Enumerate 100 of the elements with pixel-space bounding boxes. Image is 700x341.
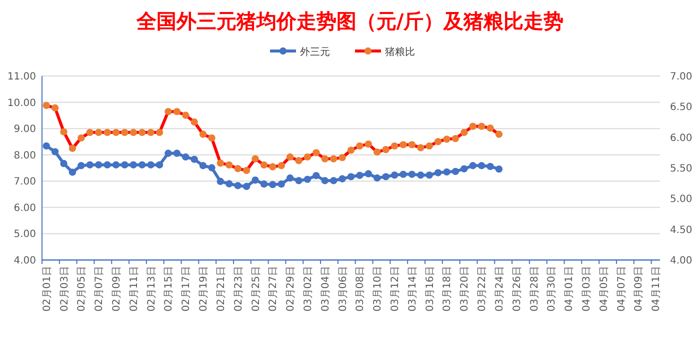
point bbox=[182, 153, 190, 161]
x-tick-label: 03月26日 bbox=[512, 266, 523, 312]
chart-title: 全国外三元猪均价走势图（元/斤）及猪粮比走势 bbox=[135, 9, 564, 33]
point bbox=[347, 173, 355, 180]
x-tick-label: 03月16日 bbox=[424, 266, 436, 312]
point bbox=[242, 182, 250, 190]
x-tick-label: 02月19日 bbox=[198, 266, 210, 312]
x-tick-label: 04月11日 bbox=[651, 266, 662, 312]
point bbox=[164, 150, 172, 157]
point bbox=[426, 171, 433, 179]
point bbox=[390, 171, 398, 179]
y-tick-label: 8.00 bbox=[14, 150, 36, 162]
x-tick-label: 02月29日 bbox=[286, 266, 297, 312]
point bbox=[382, 173, 390, 180]
legend-label: 猪粮比 bbox=[385, 46, 415, 58]
x-tick-label: 03月02日 bbox=[302, 266, 314, 312]
x-tick-label: 02月01日 bbox=[42, 266, 53, 312]
x-tick-label: 02月07日 bbox=[94, 266, 106, 312]
x-tick-label: 03月22日 bbox=[477, 266, 488, 312]
x-tick-label: 04月07日 bbox=[616, 266, 628, 312]
x-tick-label: 04月01日 bbox=[564, 266, 576, 312]
point bbox=[417, 171, 424, 179]
x-tick-label: 02月03日 bbox=[59, 266, 70, 312]
point bbox=[495, 165, 503, 173]
point bbox=[408, 170, 416, 178]
x-tick-label: 02月21日 bbox=[216, 266, 227, 312]
y2-tick-label: 4.50 bbox=[670, 224, 692, 236]
point bbox=[269, 180, 276, 188]
y2-tick-label: 6.50 bbox=[670, 102, 692, 114]
x-tick-label: 03月08日 bbox=[355, 266, 366, 312]
x-tick-label: 04月09日 bbox=[634, 266, 645, 312]
point bbox=[252, 176, 259, 184]
point bbox=[199, 162, 207, 170]
x-tick-label: 03月24日 bbox=[494, 266, 506, 312]
y-tick-label: 6.00 bbox=[14, 202, 36, 214]
x-tick-label: 02月23日 bbox=[233, 266, 244, 312]
x-tick-label: 02月17日 bbox=[181, 266, 192, 312]
x-tick-label: 04月03日 bbox=[582, 266, 593, 312]
y-tick-label: 7.00 bbox=[14, 176, 36, 188]
point bbox=[304, 176, 312, 183]
y2-tick-label: 4.00 bbox=[670, 256, 692, 266]
x-tick-label: 03月28日 bbox=[529, 266, 540, 312]
y-tick-label: 9.00 bbox=[14, 124, 36, 136]
legend-label: 外三元 bbox=[300, 47, 330, 58]
y-tick-label: 5.00 bbox=[14, 229, 36, 240]
point bbox=[443, 168, 450, 176]
point bbox=[452, 168, 460, 176]
x-tick-label: 04月05日 bbox=[598, 266, 610, 312]
point bbox=[364, 170, 372, 178]
y-tick-label: 4.00 bbox=[14, 256, 36, 266]
x-tick-label: 02月09日 bbox=[111, 266, 122, 312]
point bbox=[42, 142, 50, 150]
point bbox=[94, 161, 102, 168]
y-tick-label: 11.00 bbox=[7, 72, 36, 82]
point bbox=[321, 177, 328, 184]
point bbox=[138, 161, 146, 168]
x-tick-label: 02月05日 bbox=[76, 266, 88, 312]
x-tick-label: 02月11日 bbox=[128, 266, 140, 312]
point bbox=[216, 178, 224, 186]
point bbox=[173, 150, 181, 157]
y2-tick-label: 6.00 bbox=[670, 132, 692, 144]
point bbox=[278, 180, 285, 188]
point bbox=[312, 172, 320, 180]
point bbox=[86, 161, 94, 168]
y2-tick-label: 5.50 bbox=[670, 164, 692, 174]
point bbox=[478, 162, 486, 170]
point bbox=[234, 182, 242, 190]
point bbox=[130, 161, 137, 168]
x-tick-label: 02月25日 bbox=[250, 266, 262, 312]
point bbox=[60, 160, 68, 168]
point bbox=[374, 174, 381, 182]
x-tick-label: 03月12日 bbox=[390, 266, 402, 312]
x-tick-label: 03月04日 bbox=[320, 266, 332, 312]
x-tick-label: 03月18日 bbox=[442, 266, 454, 312]
point bbox=[226, 180, 233, 188]
point bbox=[330, 177, 338, 184]
point bbox=[295, 177, 302, 184]
x-tick-label: 03月20日 bbox=[460, 266, 471, 312]
point bbox=[190, 156, 198, 163]
point bbox=[356, 172, 364, 179]
point bbox=[51, 148, 59, 156]
point bbox=[486, 162, 494, 170]
x-tick-label: 03月10日 bbox=[372, 266, 384, 312]
point bbox=[104, 161, 111, 168]
x-tick-label: 03月30日 bbox=[546, 266, 558, 312]
point bbox=[338, 175, 346, 182]
y-tick-label: 10.00 bbox=[7, 98, 36, 109]
point bbox=[68, 168, 76, 176]
point bbox=[156, 161, 164, 168]
x-tick-label: 02月15日 bbox=[164, 266, 175, 312]
point bbox=[78, 162, 85, 170]
point bbox=[121, 161, 128, 168]
point bbox=[469, 162, 476, 170]
point bbox=[434, 169, 442, 176]
x-tick-label: 03月14日 bbox=[407, 266, 418, 312]
y2-tick-label: 7.00 bbox=[670, 72, 692, 82]
y2-tick-label: 5.00 bbox=[670, 194, 692, 206]
x-tick-label: 03月06日 bbox=[338, 266, 349, 312]
point bbox=[112, 161, 120, 168]
point bbox=[460, 165, 468, 172]
